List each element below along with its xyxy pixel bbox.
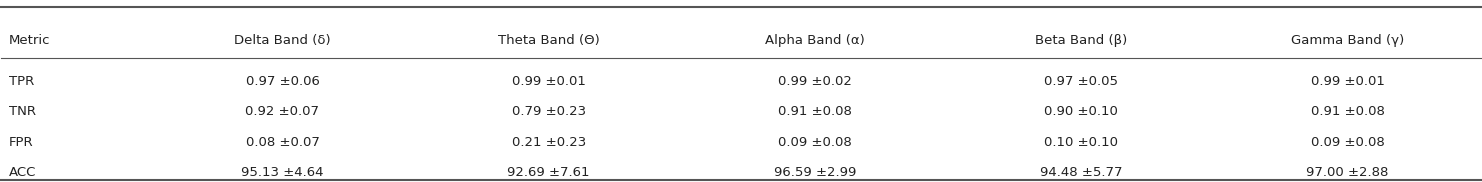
Text: Gamma Band (γ): Gamma Band (γ) (1291, 34, 1403, 47)
Text: 0.99 ±0.01: 0.99 ±0.01 (1310, 75, 1384, 88)
Text: 0.92 ±0.07: 0.92 ±0.07 (246, 105, 320, 118)
Text: Beta Band (β): Beta Band (β) (1034, 34, 1128, 47)
Text: 0.09 ±0.08: 0.09 ±0.08 (1310, 136, 1384, 149)
Text: 0.97 ±0.05: 0.97 ±0.05 (1045, 75, 1119, 88)
Text: Alpha Band (α): Alpha Band (α) (765, 34, 865, 47)
Text: 0.21 ±0.23: 0.21 ±0.23 (511, 136, 585, 149)
Text: 92.69 ±7.61: 92.69 ±7.61 (507, 166, 590, 179)
Text: 0.99 ±0.02: 0.99 ±0.02 (778, 75, 852, 88)
Text: ACC: ACC (9, 166, 36, 179)
Text: 96.59 ±2.99: 96.59 ±2.99 (774, 166, 857, 179)
Text: Metric: Metric (9, 34, 50, 47)
Text: 0.09 ±0.08: 0.09 ±0.08 (778, 136, 852, 149)
Text: 95.13 ±4.64: 95.13 ±4.64 (242, 166, 323, 179)
Text: FPR: FPR (9, 136, 34, 149)
Text: 0.90 ±0.10: 0.90 ±0.10 (1045, 105, 1117, 118)
Text: 0.97 ±0.06: 0.97 ±0.06 (246, 75, 320, 88)
Text: TPR: TPR (9, 75, 34, 88)
Text: 0.91 ±0.08: 0.91 ±0.08 (1310, 105, 1384, 118)
Text: Theta Band (Θ): Theta Band (Θ) (498, 34, 600, 47)
Text: 97.00 ±2.88: 97.00 ±2.88 (1306, 166, 1389, 179)
Text: 0.99 ±0.01: 0.99 ±0.01 (511, 75, 585, 88)
Text: 94.48 ±5.77: 94.48 ±5.77 (1040, 166, 1122, 179)
Text: 0.10 ±0.10: 0.10 ±0.10 (1045, 136, 1119, 149)
Text: 0.79 ±0.23: 0.79 ±0.23 (511, 105, 585, 118)
Text: 0.08 ±0.07: 0.08 ±0.07 (246, 136, 320, 149)
Text: Delta Band (δ): Delta Band (δ) (234, 34, 330, 47)
Text: TNR: TNR (9, 105, 36, 118)
Text: 0.91 ±0.08: 0.91 ±0.08 (778, 105, 852, 118)
